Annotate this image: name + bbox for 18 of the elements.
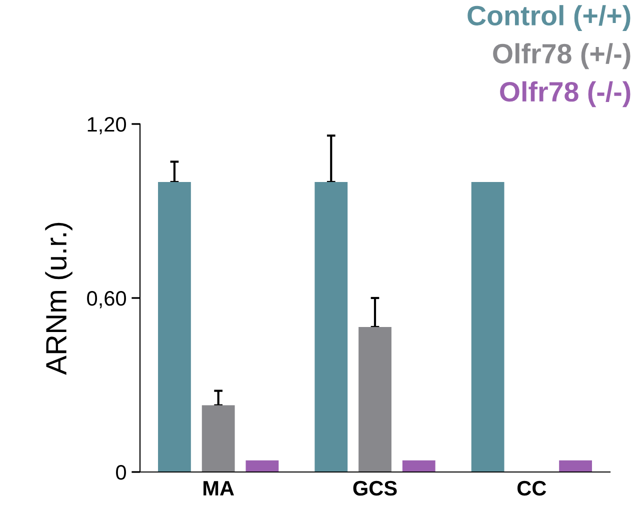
y-tick-label: 0,60 xyxy=(87,291,126,308)
bar xyxy=(471,182,504,472)
bar xyxy=(202,405,235,472)
text: Control (+/+) xyxy=(468,5,630,31)
y-axis-title: ARNm (u.r.) xyxy=(45,222,72,375)
x-tick-label: MA xyxy=(204,481,234,496)
bar xyxy=(246,460,279,472)
x-tick-label: GCS xyxy=(353,480,397,496)
y-tick-label: 0 xyxy=(116,465,126,480)
text: Olfr78 (-/-) xyxy=(500,81,630,108)
text: Olfr78 (+/-) xyxy=(493,43,630,70)
x-tick-label: CC xyxy=(517,480,546,496)
bar xyxy=(358,327,392,472)
bar xyxy=(402,460,436,472)
bar xyxy=(559,460,592,472)
y-tick-label: 1,20 xyxy=(88,117,126,134)
bar xyxy=(314,182,348,472)
bar xyxy=(158,182,191,472)
